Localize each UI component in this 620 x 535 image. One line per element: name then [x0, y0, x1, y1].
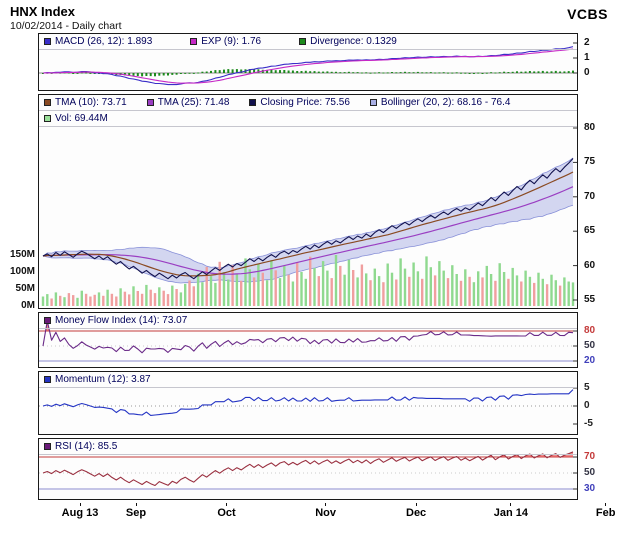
- rsi-plot: [39, 451, 577, 490]
- macd-y-label: 0: [584, 67, 590, 78]
- price-y-label: 60: [584, 259, 596, 271]
- macd-swatch-icon: [44, 38, 51, 45]
- price-y-label: 80: [584, 122, 596, 133]
- macd-y-label: 1: [584, 52, 590, 63]
- rsi-panel: RSI (14): 85.5 70 50 30: [38, 438, 595, 500]
- tma10-legend-item: TMA (10): 73.71: [44, 97, 127, 108]
- momentum-plot: [39, 387, 577, 425]
- mfi-legend-label: Money Flow Index (14): 73.07: [55, 315, 188, 326]
- macd-y-label: 2: [584, 37, 590, 48]
- macd-legend-label: MACD (26, 12): 1.893: [55, 36, 153, 47]
- x-axis-label: Oct: [217, 507, 236, 519]
- volume-y-label: 150M: [9, 249, 35, 260]
- macd-legend-item: MACD (26, 12): 1.893: [44, 36, 152, 47]
- price-plot: [41, 127, 577, 306]
- closing-price-legend-label: Closing Price: 75.56: [260, 97, 350, 108]
- index-title: HNX Index: [10, 4, 76, 19]
- chart-panels: MACD (26, 12): 1.893 EXP (9): 1.76 Diver…: [10, 33, 595, 500]
- tma10-swatch-icon: [44, 99, 51, 106]
- vcbs-logo: VCBS: [567, 6, 608, 22]
- bollinger-swatch-icon: [369, 99, 377, 106]
- header-titles: HNX Index 10/02/2014 - Daily chart: [10, 4, 121, 32]
- x-axis-label: Jan 14: [493, 507, 529, 519]
- exp-legend-item: EXP (9): 1.76: [190, 36, 261, 47]
- momentum-y-label: 0: [584, 400, 590, 411]
- price-y-label: 55: [584, 294, 596, 305]
- momentum-legend: Momentum (12): 3.87: [39, 372, 577, 388]
- chart-date-subtitle: 10/02/2014 - Daily chart: [10, 20, 122, 32]
- rsi-legend-label: RSI (14): 85.5: [55, 441, 118, 452]
- rsi-swatch-icon: [44, 443, 51, 450]
- macd-legend: MACD (26, 12): 1.893 EXP (9): 1.76 Diver…: [39, 34, 577, 50]
- mfi-panel: Money Flow Index (14): 73.07 80 50 20: [38, 312, 595, 368]
- x-axis-tick: [79, 503, 81, 506]
- price-y-label: 75: [584, 156, 596, 168]
- price-panel: TMA (10): 73.71 TMA (25): 71.48 Closing …: [10, 94, 595, 311]
- price-y-label: 65: [584, 225, 596, 237]
- momentum-legend-item: Momentum (12): 3.87: [44, 374, 151, 385]
- volume-legend-label: Vol: 69.44M: [55, 113, 108, 124]
- volume-legend-item: Vol: 69.44M: [44, 113, 108, 124]
- x-axis-tick: [415, 503, 417, 506]
- exp-legend-label: EXP (9): 1.76: [201, 36, 262, 47]
- momentum-y-label: 5: [584, 382, 590, 393]
- x-axis-tick: [605, 503, 607, 506]
- tma25-swatch-icon: [146, 99, 154, 106]
- momentum-swatch-icon: [44, 376, 51, 383]
- volume-swatch-icon: [44, 115, 51, 122]
- mfi-plot: [39, 320, 577, 362]
- momentum-legend-label: Momentum (12): 3.87: [55, 374, 151, 385]
- momentum-panel: Momentum (12): 3.87 5 0 -5: [38, 371, 593, 435]
- bollinger-legend-label: Bollinger (20, 2): 68.16 - 76.4: [380, 97, 511, 108]
- rsi-y-label: 50: [584, 467, 596, 478]
- x-axis-tick: [510, 503, 512, 506]
- chart-header: HNX Index 10/02/2014 - Daily chart VCBS: [0, 0, 620, 33]
- x-axis-tick: [135, 503, 137, 506]
- divergence-legend-label: Divergence: 0.1329: [310, 36, 397, 47]
- momentum-y-label: -5: [584, 418, 593, 429]
- x-axis-label: Sep: [125, 507, 147, 519]
- x-axis-label: Feb: [595, 507, 616, 519]
- divergence-swatch-icon: [299, 38, 307, 45]
- exp-swatch-icon: [190, 38, 198, 45]
- mfi-y-label: 20: [584, 355, 596, 366]
- volume-y-label: 100M: [9, 266, 35, 277]
- tma25-legend-item: TMA (25): 71.48: [146, 97, 230, 108]
- mfi-legend-item: Money Flow Index (14): 73.07: [44, 315, 187, 326]
- rsi-legend: RSI (14): 85.5: [39, 439, 577, 455]
- x-axis-label: Aug 13: [61, 507, 99, 519]
- mfi-swatch-icon: [44, 317, 51, 324]
- mfi-y-label: 80: [584, 325, 596, 336]
- x-axis-tick: [226, 503, 227, 506]
- price-y-label: 70: [584, 190, 596, 202]
- mfi-legend: Money Flow Index (14): 73.07: [39, 313, 577, 329]
- x-axis-label: Nov: [315, 507, 336, 519]
- tma25-legend-label: TMA (25): 71.48: [157, 97, 230, 108]
- x-axis: Aug 13 Sep Oct Nov Dec Jan 14 Feb: [38, 503, 615, 521]
- x-axis-label: Dec: [406, 507, 427, 519]
- mfi-y-label: 50: [584, 340, 596, 351]
- tma10-legend-label: TMA (10): 73.71: [55, 97, 127, 108]
- volume-y-label: 50M: [15, 283, 35, 294]
- stock-chart-app: HNX Index 10/02/2014 - Daily chart VCBS …: [0, 0, 620, 521]
- closing-price-legend-item: Closing Price: 75.56: [249, 97, 350, 108]
- x-axis-tick: [325, 503, 327, 506]
- volume-legend: Vol: 69.44M: [39, 111, 577, 127]
- bollinger-legend-item: Bollinger (20, 2): 68.16 - 76.4: [369, 97, 511, 108]
- divergence-legend-item: Divergence: 0.1329: [299, 36, 397, 47]
- price-legend: TMA (10): 73.71 TMA (25): 71.48 Closing …: [39, 95, 577, 111]
- rsi-y-label: 30: [584, 483, 596, 494]
- volume-y-label: 0M: [21, 300, 35, 311]
- rsi-y-label: 70: [584, 451, 596, 462]
- rsi-legend-item: RSI (14): 85.5: [44, 441, 117, 452]
- macd-panel: MACD (26, 12): 1.893 EXP (9): 1.76 Diver…: [38, 33, 590, 91]
- macd-plot: [39, 42, 577, 86]
- closing-price-swatch-icon: [249, 99, 257, 106]
